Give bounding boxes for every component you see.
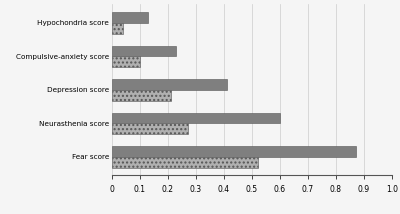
- Bar: [112, 46, 176, 56]
- Bar: [112, 12, 148, 23]
- Bar: [112, 157, 258, 168]
- Bar: [112, 146, 356, 157]
- Bar: [112, 113, 280, 123]
- Bar: [112, 56, 140, 67]
- Bar: [112, 23, 123, 34]
- Bar: [112, 123, 188, 134]
- Bar: [112, 79, 227, 90]
- Bar: [112, 90, 171, 101]
